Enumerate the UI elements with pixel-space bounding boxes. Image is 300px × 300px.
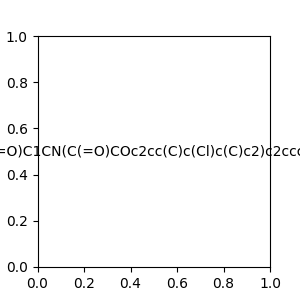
Text: COC(=O)C1CN(C(=O)COc2cc(C)c(Cl)c(C)c2)c2ccccc2O1: COC(=O)C1CN(C(=O)COc2cc(C)c(Cl)c(C)c2)c2… (0, 145, 300, 158)
